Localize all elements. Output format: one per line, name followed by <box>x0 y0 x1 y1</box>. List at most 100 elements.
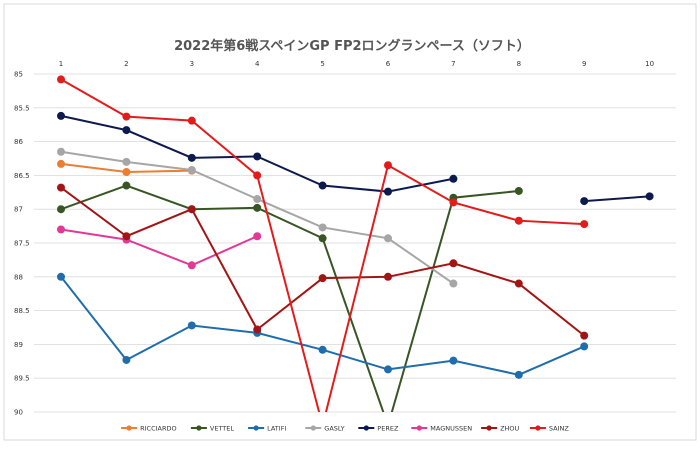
data-point <box>122 232 131 241</box>
y-tick-label: 89.5 <box>14 375 30 383</box>
data-point <box>580 197 589 206</box>
data-point <box>514 279 523 288</box>
data-point <box>449 259 458 268</box>
data-point <box>645 192 654 201</box>
data-point <box>57 75 65 84</box>
data-point <box>253 232 262 241</box>
legend-item-sainz: SAINZ <box>529 424 569 432</box>
data-point <box>318 345 327 354</box>
x-tick-label: 4 <box>255 60 260 68</box>
data-point <box>187 321 196 330</box>
data-point <box>318 223 327 232</box>
legend-label: LATIFI <box>267 424 286 432</box>
legend-label: ZHOU <box>500 424 519 432</box>
legend-swatch-marker <box>363 425 369 431</box>
y-tick-label: 87.5 <box>14 240 30 248</box>
series-line <box>60 228 258 267</box>
legend-label: MAGNUSSEN <box>430 424 472 432</box>
series-magnussen <box>57 225 262 270</box>
data-point <box>187 165 196 174</box>
data-point <box>580 220 589 229</box>
data-point <box>384 365 392 374</box>
data-point <box>449 279 458 288</box>
data-point <box>384 161 392 170</box>
legend-item-perez: PEREZ <box>358 424 399 432</box>
legend: RICCIARDO VETTEL LATIFI GASLY PEREZ MAGNUSSEN… <box>121 424 569 432</box>
y-tick-label: 86.5 <box>14 172 30 180</box>
data-point <box>253 152 262 161</box>
legend-item-latifi: LATIFI <box>248 424 286 432</box>
x-tick-label: 8 <box>517 60 521 68</box>
data-point <box>253 171 262 180</box>
data-point <box>57 111 65 120</box>
legend-swatch-marker <box>196 425 202 431</box>
data-point <box>449 174 458 183</box>
legend-swatch-marker <box>416 425 422 431</box>
y-tick-label: 90 <box>14 409 23 417</box>
data-point <box>580 331 589 340</box>
data-point <box>384 272 392 281</box>
x-tick-label: 6 <box>386 60 391 68</box>
data-point <box>57 147 65 156</box>
legend-label: PEREZ <box>377 424 399 432</box>
series-line <box>584 195 650 203</box>
legend-label: SAINZ <box>549 424 569 432</box>
data-point <box>514 186 523 195</box>
series-layer <box>57 75 654 412</box>
series-sainz <box>57 75 589 412</box>
data-point <box>57 183 65 192</box>
y-tick-label: 86 <box>14 138 23 146</box>
data-point <box>449 356 458 365</box>
data-point <box>580 342 589 351</box>
legend-item-magnussen: MAGNUSSEN <box>411 424 472 432</box>
y-tick-label: 88 <box>14 273 23 281</box>
legend-label: RICCIARDO <box>140 424 177 432</box>
data-point <box>187 205 196 214</box>
data-point <box>253 203 262 212</box>
legend-label: GASLY <box>324 424 344 432</box>
x-tick-label: 9 <box>582 60 586 68</box>
chart-title: 2022年第6戦スペインGP FP2ロングランペース（ソフト） <box>174 38 530 54</box>
y-tick-label: 87 <box>14 206 23 214</box>
legend-item-ricciardo: RICCIARDO <box>121 424 177 432</box>
legend-swatch-marker <box>253 425 259 431</box>
x-tick-label: 1 <box>59 60 63 68</box>
data-point <box>57 159 65 168</box>
data-point <box>122 157 131 166</box>
data-point <box>57 225 65 234</box>
data-point <box>122 181 131 190</box>
data-point <box>253 195 262 204</box>
y-tick-label: 85 <box>14 71 23 79</box>
x-tick-label: 5 <box>320 60 324 68</box>
data-point <box>384 187 392 196</box>
legend-swatch-marker <box>126 425 132 431</box>
data-point <box>253 325 262 334</box>
series-zhou <box>57 183 589 340</box>
series-latifi <box>57 272 589 379</box>
data-point <box>449 198 458 207</box>
legend-swatch-marker <box>535 425 541 431</box>
legend-swatch-marker <box>310 425 316 431</box>
data-point <box>122 112 131 121</box>
x-tick-label: 10 <box>645 60 654 68</box>
legend-label: VETTEL <box>210 424 234 432</box>
legend-swatch-marker <box>486 425 492 431</box>
y-tick-label: 85.5 <box>14 104 30 112</box>
data-point <box>57 205 65 214</box>
data-point <box>318 234 327 243</box>
grid-layer <box>34 73 676 413</box>
data-point <box>122 126 131 135</box>
data-point <box>318 274 327 283</box>
y-tick-label: 89 <box>14 341 23 349</box>
data-point <box>318 181 327 190</box>
data-point <box>57 272 65 281</box>
legend-item-gasly: GASLY <box>305 424 345 432</box>
series-perez <box>57 111 654 206</box>
data-point <box>187 116 196 125</box>
data-point <box>514 216 523 225</box>
data-point <box>187 261 196 270</box>
data-point <box>122 168 131 177</box>
legend-item-vettel: VETTEL <box>190 424 234 432</box>
